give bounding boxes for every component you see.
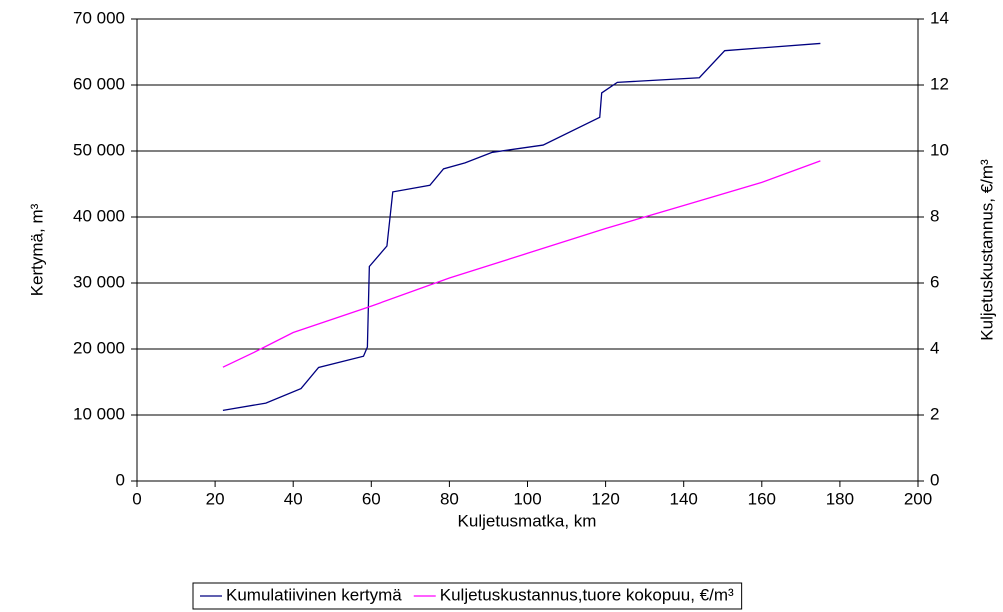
y2-tick-label: 14 <box>930 8 949 27</box>
y-tick-label: 30 000 <box>73 272 125 291</box>
series-line <box>222 42 821 412</box>
y2-tick-label: 12 <box>930 74 949 93</box>
y2-tick-label: 0 <box>930 470 939 489</box>
x-tick-label: 180 <box>826 489 854 508</box>
y-axis-title: Kertymä, m³ <box>27 203 46 296</box>
y2-tick-label: 8 <box>930 206 939 225</box>
series-line <box>222 160 821 368</box>
x-tick-label: 60 <box>362 489 381 508</box>
y2-tick-label: 6 <box>930 272 939 291</box>
legend <box>192 582 743 610</box>
plot-area <box>136 18 919 482</box>
x-tick-label: 80 <box>440 489 459 508</box>
x-tick-label: 160 <box>748 489 776 508</box>
y-tick-label: 20 000 <box>73 338 125 357</box>
x-tick-label: 20 <box>206 489 225 508</box>
legend-label: Kuljetuskustannus,tuore kokopuu, €/m³ <box>440 585 734 604</box>
x-tick-label: 40 <box>284 489 303 508</box>
y2-tick-label: 10 <box>930 140 949 159</box>
y-tick-label: 70 000 <box>73 8 125 27</box>
y-tick-label: 40 000 <box>73 206 125 225</box>
y2-tick-label: 4 <box>930 338 939 357</box>
y-tick-label: 0 <box>116 470 125 489</box>
y-tick-label: 10 000 <box>73 404 125 423</box>
x-axis-title: Kuljetusmatka, km <box>458 511 597 530</box>
legend-label: Kumulatiivinen kertymä <box>226 585 402 604</box>
y2-tick-label: 2 <box>930 404 939 423</box>
x-tick-label: 100 <box>513 489 541 508</box>
x-tick-label: 0 <box>132 489 141 508</box>
y2-axis-title: Kuljetuskustannus, €/m³ <box>977 159 996 341</box>
y-tick-label: 50 000 <box>73 140 125 159</box>
y-tick-label: 60 000 <box>73 74 125 93</box>
x-tick-label: 140 <box>670 489 698 508</box>
x-tick-label: 200 <box>904 489 932 508</box>
x-tick-label: 120 <box>591 489 619 508</box>
